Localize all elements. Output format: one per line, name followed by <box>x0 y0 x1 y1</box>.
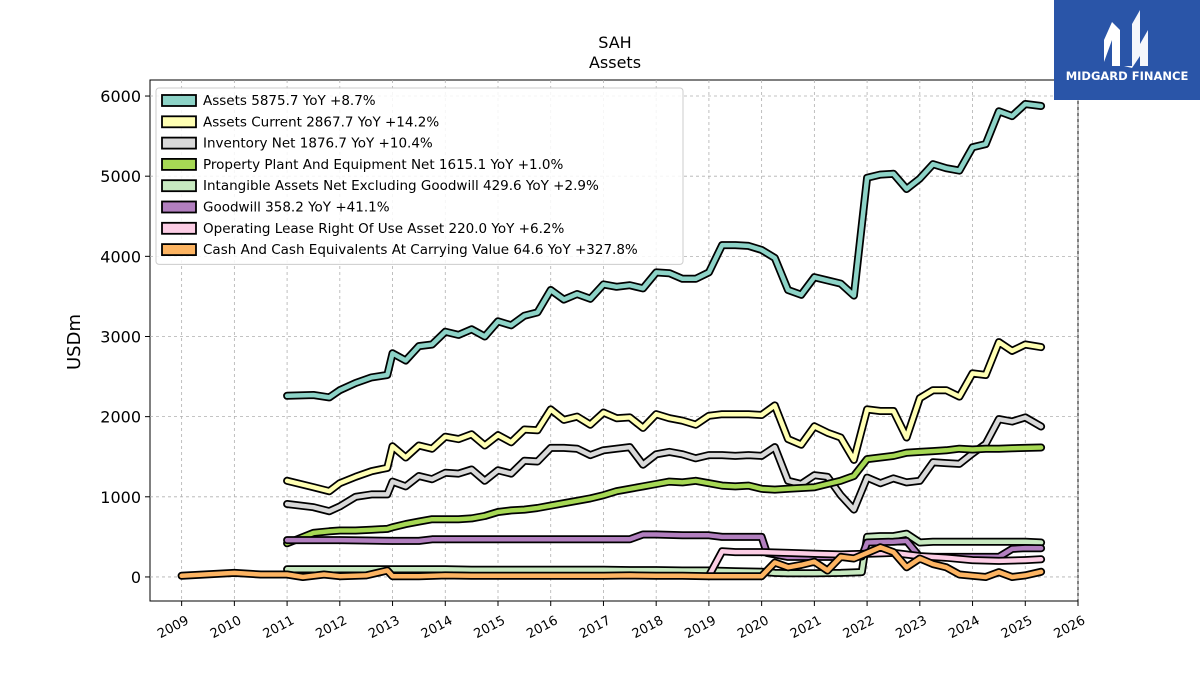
series-line <box>284 531 1044 576</box>
x-tick-label: 2018 <box>630 613 666 642</box>
brand-logo-mark-icon: MIDGARD FINANCE <box>1066 10 1189 83</box>
x-tick-label: 2020 <box>735 613 771 642</box>
series-2 <box>283 413 1046 516</box>
legend-entry: Assets 5875.7 YoY +8.7% <box>203 93 376 109</box>
series-7 <box>177 543 1046 581</box>
y-tick-label: 0 <box>131 568 141 587</box>
y-tick-label: 4000 <box>100 247 141 266</box>
x-tick-label: 2021 <box>788 613 824 642</box>
legend-swatch <box>161 157 197 171</box>
legend-entry: Goodwill 358.2 YoY +41.1% <box>203 200 390 216</box>
x-tick-label: 2016 <box>524 613 560 642</box>
legend-entry: Intangible Assets Net Excluding Goodwill… <box>203 178 599 194</box>
series-line <box>284 339 1044 494</box>
x-tick-label: 2012 <box>313 613 349 642</box>
legend-swatch <box>161 200 197 214</box>
legend-swatch <box>161 115 197 129</box>
x-tick-label: 2017 <box>577 613 613 642</box>
x-tick-label: 2013 <box>366 613 402 642</box>
series-line <box>284 101 1044 400</box>
legend-swatch <box>161 179 197 193</box>
y-tick-label: 3000 <box>100 327 141 346</box>
legend-swatch <box>161 243 197 257</box>
chart-subtitle: Assets <box>589 53 641 72</box>
x-tick-label: 2009 <box>155 613 191 642</box>
x-tick-label: 2024 <box>946 613 982 642</box>
legend-swatch <box>161 221 197 235</box>
y-tick-label: 5000 <box>100 167 141 186</box>
legend-swatch <box>161 136 197 150</box>
series-1 <box>283 338 1046 496</box>
y-tick-label: 1000 <box>100 488 141 507</box>
x-tick-label: 2011 <box>261 613 297 642</box>
legend-entry: Operating Lease Right Of Use Asset 220.0… <box>203 221 564 237</box>
series-line <box>179 545 1044 580</box>
series-line <box>284 415 1044 514</box>
legend-entry: Assets Current 2867.7 YoY +14.2% <box>203 114 439 130</box>
x-tick-label: 2023 <box>893 613 929 642</box>
chart-title: SAH <box>598 33 631 52</box>
legend-entry: Inventory Net 1876.7 YoY +10.4% <box>203 136 433 152</box>
x-tick-label: 2014 <box>419 613 455 642</box>
brand-name: MIDGARD FINANCE <box>1066 69 1189 83</box>
x-tick-label: 2025 <box>999 613 1035 642</box>
legend-entry: Property Plant And Equipment Net 1615.1 … <box>203 157 563 173</box>
brand-logo: MIDGARD FINANCE <box>1054 0 1200 100</box>
y-axis-label: USDm <box>64 314 85 370</box>
series-3 <box>283 443 1046 548</box>
y-tick-label: 2000 <box>100 408 141 427</box>
x-tick-label: 2010 <box>208 613 244 642</box>
series-0 <box>283 100 1046 402</box>
legend-entry: Cash And Cash Equivalents At Carrying Va… <box>203 242 638 258</box>
legend-swatch <box>161 94 197 107</box>
x-tick-label: 2019 <box>683 613 719 642</box>
y-tick-label: 6000 <box>100 87 141 106</box>
series-4 <box>283 529 1046 578</box>
legend: Assets 5875.7 YoY +8.7% Assets Current 28… <box>155 87 684 265</box>
series-line <box>284 445 1044 546</box>
x-tick-label: 2015 <box>472 613 508 642</box>
legend-box <box>155 87 684 265</box>
series-layer <box>177 100 1046 581</box>
x-tick-label: 2026 <box>1052 613 1088 642</box>
x-tick-label: 2022 <box>841 613 877 642</box>
